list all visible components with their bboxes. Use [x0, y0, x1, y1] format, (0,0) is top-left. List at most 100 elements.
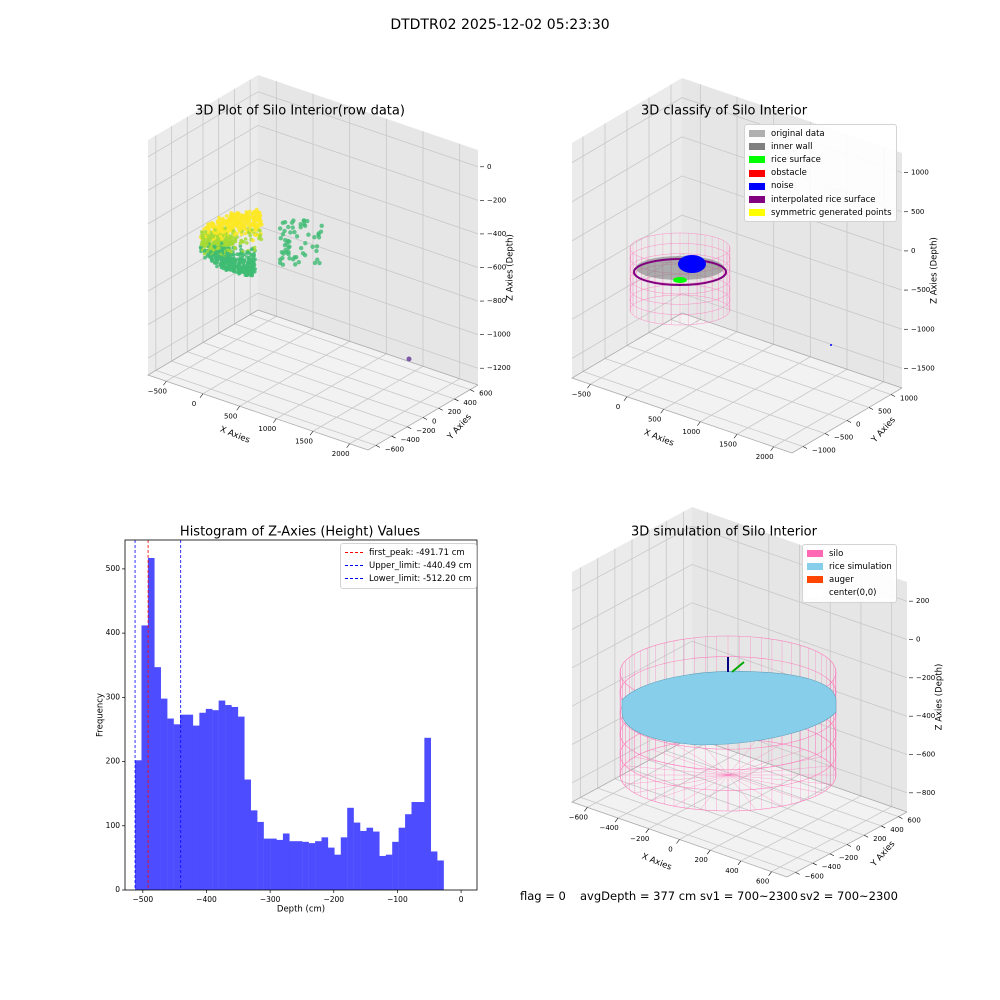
- raw-point: [241, 269, 245, 274]
- z-tick-label: 1000: [911, 169, 929, 177]
- raw-point: [249, 215, 254, 219]
- raw-point: [243, 231, 248, 236]
- raw-point: [314, 244, 320, 249]
- figure-suptitle: DTDTR02 2025-12-02 05:23:30: [390, 17, 610, 33]
- histogram-bar: [424, 737, 431, 890]
- grid-line: [683, 741, 899, 818]
- histogram-bar: [353, 822, 361, 890]
- raw-point: [314, 248, 319, 254]
- histogram-bar: [334, 854, 341, 890]
- raw-point: [221, 260, 226, 265]
- y-tick-label: 300: [106, 692, 121, 701]
- raw-point: [243, 237, 248, 241]
- raw-point: [231, 229, 236, 233]
- raw-point: [224, 254, 228, 258]
- x-tick-label: 400: [725, 867, 738, 875]
- raw-point: [244, 270, 249, 275]
- raw-point: [211, 235, 216, 239]
- raw-point: [228, 268, 233, 272]
- raw-point: [201, 233, 205, 238]
- x-axis-label: X Axies: [642, 428, 675, 449]
- simulation-plot-title: 3D simulation of Silo Interior: [631, 525, 818, 540]
- x-tick-label: −200: [323, 895, 344, 904]
- legend-label: rice surface: [771, 154, 821, 165]
- histogram-bar: [199, 712, 206, 890]
- raw-point: [230, 242, 234, 247]
- raw-point: [226, 257, 230, 262]
- z-tick-label: 0: [487, 163, 491, 171]
- raw-point: [234, 260, 238, 265]
- histogram-bar: [295, 841, 303, 890]
- z-tick-label: −800: [916, 789, 935, 797]
- histogram-bar: [147, 557, 155, 890]
- raw-point: [237, 265, 242, 269]
- raw-point: [220, 236, 224, 241]
- raw-point: [286, 251, 291, 257]
- raw-point: [239, 222, 244, 226]
- y-tick-label: 200: [448, 408, 461, 416]
- auger-axis-y: [731, 661, 745, 673]
- raw-point: [252, 245, 257, 250]
- y-tick-label: 500: [106, 564, 121, 573]
- raw-point: [238, 244, 243, 248]
- z-tick-label: −600: [487, 264, 506, 272]
- noise-points: [678, 255, 706, 273]
- raw-point: [287, 244, 292, 249]
- axis-edge: [571, 736, 788, 878]
- y-tick-label: 400: [463, 399, 476, 407]
- grid-line: [666, 750, 882, 827]
- raw-point: [220, 227, 224, 231]
- raw-point: [211, 253, 215, 258]
- z-tick-label: −400: [916, 712, 935, 720]
- x-tick: [236, 406, 240, 411]
- y-tick: [454, 398, 459, 402]
- y-tick-label: 400: [106, 628, 121, 637]
- raw-point: [225, 267, 230, 272]
- raw-point: [212, 222, 216, 227]
- y-tick-label: 400: [890, 826, 903, 834]
- y-tick-label: 0: [856, 845, 860, 853]
- raw-point: [231, 238, 235, 243]
- grid-line: [571, 253, 903, 330]
- noise-outlier-point: [830, 344, 832, 346]
- histogram-bar: [392, 841, 399, 890]
- raw-point: [229, 220, 233, 225]
- legend-entry: rice surface: [749, 153, 892, 166]
- grid-line: [649, 759, 865, 836]
- raw-point: [232, 253, 236, 257]
- histogram-bars: [135, 557, 444, 890]
- grid-line: [670, 319, 892, 395]
- x-tick: [676, 839, 680, 844]
- legend-entry: silo: [807, 547, 892, 560]
- y-tick: [846, 844, 852, 847]
- raw-point: [242, 264, 246, 269]
- raw-point: [203, 255, 207, 260]
- silo-floor-spoke: [651, 749, 729, 776]
- avg-depth-status: avgDepth = 377 cm: [580, 889, 697, 903]
- raw-point: [288, 230, 293, 235]
- raw-point: [247, 257, 251, 261]
- grid-line: [202, 342, 424, 418]
- x-tick-label: −300: [260, 895, 281, 904]
- legend-label: inner wall: [771, 141, 813, 152]
- z-tick-label: −1000: [487, 331, 511, 339]
- histogram-bar: [308, 843, 316, 890]
- x-tick-label: 1500: [719, 440, 737, 448]
- y-tick-label: 0: [432, 418, 436, 426]
- raw-point: [303, 240, 308, 246]
- legend-label: obstacle: [771, 168, 807, 179]
- x-tick: [614, 817, 619, 823]
- grid-line: [147, 192, 479, 268]
- raw-point: [277, 257, 283, 262]
- z-tick-label: −1000: [911, 325, 935, 333]
- legend-label: first_peak: -491.71 cm: [369, 547, 465, 558]
- silo-floor-spoke: [673, 774, 729, 807]
- histogram-plot: −500 −400 −300 −200 −100 0 0 100 200 300 400 500 Dep…: [96, 539, 478, 915]
- raw-point: [292, 229, 297, 235]
- raw-point: [287, 256, 292, 261]
- axis-edge: [257, 309, 479, 386]
- x-tick-label: 500: [224, 412, 237, 420]
- histogram-bar: [270, 838, 277, 890]
- simulation-legend: silo rice simulation auger center(0,0): [802, 544, 897, 603]
- grid-line: [582, 371, 804, 447]
